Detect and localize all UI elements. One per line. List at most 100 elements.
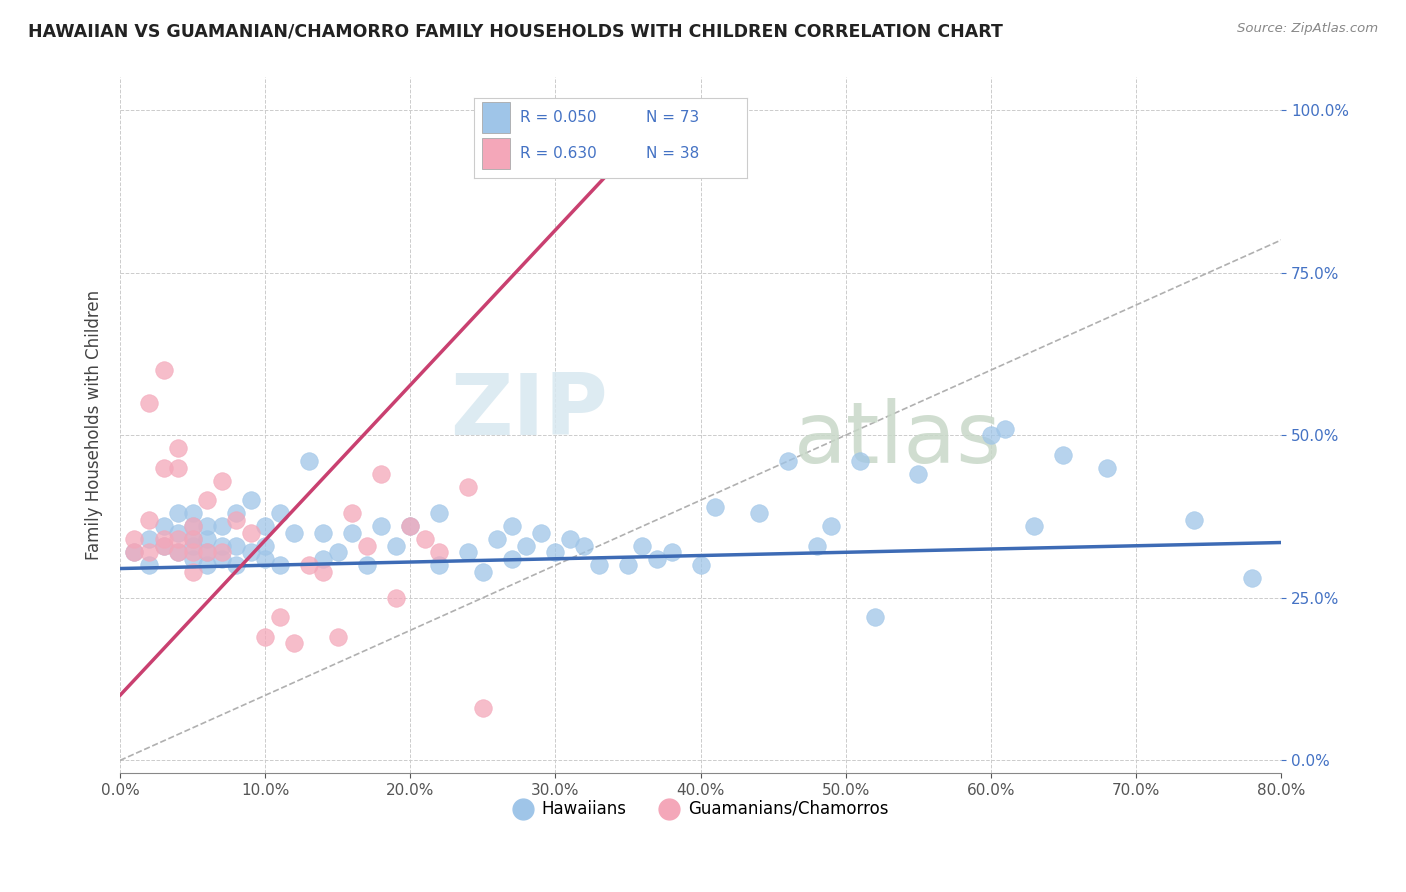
Point — [124, 533, 146, 547]
Point — [269, 506, 291, 520]
Point — [181, 565, 204, 579]
Point — [980, 428, 1002, 442]
Point — [283, 636, 305, 650]
Point — [427, 506, 450, 520]
Point — [356, 558, 378, 573]
Point — [1095, 460, 1118, 475]
Point — [152, 363, 174, 377]
Point — [225, 558, 247, 573]
Point — [181, 533, 204, 547]
Point — [1024, 519, 1046, 533]
Point — [254, 539, 277, 553]
Point — [457, 480, 479, 494]
Point — [1182, 513, 1205, 527]
Point — [195, 558, 218, 573]
Point — [326, 630, 349, 644]
Point — [211, 545, 233, 559]
Point — [195, 545, 218, 559]
Point — [427, 545, 450, 559]
Point — [515, 539, 537, 553]
Text: Source: ZipAtlas.com: Source: ZipAtlas.com — [1237, 22, 1378, 36]
Point — [195, 519, 218, 533]
Point — [907, 467, 929, 482]
Point — [863, 610, 886, 624]
Point — [384, 591, 406, 605]
Point — [239, 493, 262, 508]
Text: HAWAIIAN VS GUAMANIAN/CHAMORRO FAMILY HOUSEHOLDS WITH CHILDREN CORRELATION CHART: HAWAIIAN VS GUAMANIAN/CHAMORRO FAMILY HO… — [28, 22, 1002, 40]
Point — [1052, 448, 1074, 462]
Point — [486, 533, 509, 547]
Point — [239, 545, 262, 559]
Point — [645, 551, 668, 566]
Point — [399, 519, 422, 533]
Point — [167, 533, 190, 547]
Point — [661, 545, 683, 559]
Point — [181, 539, 204, 553]
Point — [181, 545, 204, 559]
Point — [167, 460, 190, 475]
Legend: Hawaiians, Guamanians/Chamorros: Hawaiians, Guamanians/Chamorros — [506, 793, 896, 824]
Point — [501, 551, 523, 566]
Point — [356, 539, 378, 553]
Point — [239, 525, 262, 540]
Point — [124, 545, 146, 559]
Point — [776, 454, 799, 468]
Point — [530, 525, 553, 540]
Point — [254, 630, 277, 644]
Point — [849, 454, 872, 468]
Point — [181, 533, 204, 547]
Y-axis label: Family Households with Children: Family Households with Children — [86, 291, 103, 560]
Point — [806, 539, 828, 553]
Point — [588, 558, 610, 573]
Point — [413, 533, 436, 547]
Point — [340, 506, 363, 520]
Point — [152, 460, 174, 475]
Point — [312, 525, 335, 540]
Point — [689, 558, 711, 573]
Point — [704, 500, 727, 514]
Text: ZIP: ZIP — [450, 370, 607, 453]
Point — [167, 545, 190, 559]
Point — [152, 519, 174, 533]
Point — [994, 422, 1017, 436]
Point — [124, 545, 146, 559]
Point — [181, 519, 204, 533]
Point — [152, 539, 174, 553]
Point — [211, 551, 233, 566]
Point — [225, 539, 247, 553]
Point — [167, 506, 190, 520]
Point — [748, 506, 770, 520]
Point — [558, 533, 581, 547]
Point — [384, 539, 406, 553]
Point — [195, 533, 218, 547]
Point — [138, 395, 160, 409]
Point — [340, 525, 363, 540]
Point — [181, 519, 204, 533]
Point — [254, 551, 277, 566]
Point — [370, 467, 392, 482]
Point — [138, 545, 160, 559]
Text: atlas: atlas — [793, 398, 1001, 481]
Point — [457, 545, 479, 559]
Point — [544, 545, 567, 559]
Point — [312, 565, 335, 579]
Point — [399, 519, 422, 533]
Point — [167, 441, 190, 455]
Point — [617, 558, 640, 573]
Point — [269, 558, 291, 573]
Point — [820, 519, 842, 533]
Point — [138, 513, 160, 527]
Point — [298, 454, 321, 468]
Point — [195, 493, 218, 508]
Point — [574, 539, 596, 553]
Point — [211, 539, 233, 553]
Point — [471, 701, 494, 715]
Point — [370, 519, 392, 533]
Point — [312, 551, 335, 566]
Point — [152, 539, 174, 553]
Point — [427, 558, 450, 573]
Point — [225, 513, 247, 527]
Point — [269, 610, 291, 624]
Point — [1241, 571, 1264, 585]
Point — [326, 545, 349, 559]
